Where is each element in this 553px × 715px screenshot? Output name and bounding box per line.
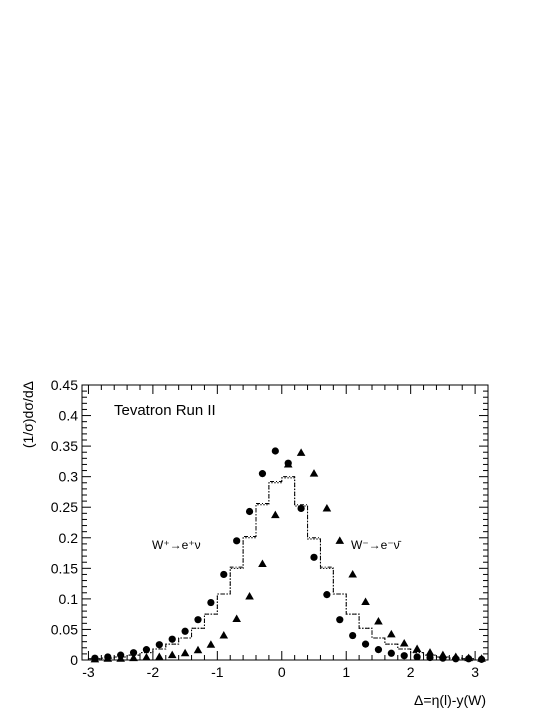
x-tick-label: 3	[471, 664, 479, 680]
data-point-triangle	[258, 559, 267, 568]
tick-labels: -3 -2 -1 0 1 2 3 0 0.05 0.1 0.15 0.2 0.25 0.3 0.35 0.4 0…	[51, 377, 479, 680]
data-point-circle	[258, 470, 267, 478]
data-point-circle	[233, 537, 241, 545]
data-point-circle	[245, 507, 254, 516]
data-point-triangle	[322, 503, 332, 512]
data-point-triangle	[399, 639, 409, 647]
data-point-circle	[181, 627, 189, 635]
data-point-triangle	[425, 648, 435, 656]
data-point-circle	[336, 616, 344, 624]
data-point-circle	[271, 447, 279, 455]
series-layer	[87, 447, 486, 663]
data-point-triangle	[361, 597, 370, 605]
data-point-triangle	[438, 650, 448, 659]
data-point-triangle	[451, 652, 461, 660]
data-point-triangle	[142, 653, 151, 661]
data-point-triangle	[271, 510, 280, 519]
data-point-circle	[129, 649, 138, 657]
histogram-dotted	[87, 477, 476, 660]
data-point-circle	[387, 649, 395, 657]
data-point-circle	[361, 640, 370, 648]
data-point-circle	[374, 646, 383, 654]
data-point-triangle	[219, 631, 229, 639]
x-axis-title: Δ=η(l)-y(W)	[414, 692, 486, 708]
y-tick-label: 0.2	[59, 530, 79, 546]
data-point-triangle	[180, 648, 190, 657]
data-point-circle	[413, 653, 421, 661]
data-point-triangle	[335, 536, 345, 544]
y-axis-title: (1/σ)dσ/dΔ	[20, 381, 36, 448]
y-tick-label: 0	[70, 652, 78, 668]
y-tick-label: 0.45	[51, 377, 78, 393]
data-point-circle	[142, 646, 151, 654]
data-point-circle	[155, 641, 163, 649]
x-tick-label: -2	[147, 664, 160, 680]
data-point-circle	[168, 635, 176, 643]
data-point-triangle	[206, 640, 216, 648]
x-tick-label: 0	[278, 664, 286, 680]
y-tick-label: 0.1	[59, 591, 79, 607]
chart-annotation-title: Tevatron Run II	[114, 402, 216, 419]
data-point-triangle	[296, 448, 306, 456]
histogram-dashdot	[87, 476, 476, 660]
data-point-triangle	[283, 459, 293, 468]
series-label-wminus: W⁻→e⁻ν̄	[351, 538, 402, 552]
data-point-triangle	[387, 629, 396, 638]
data-point-triangle	[232, 614, 241, 623]
data-point-circle	[194, 616, 202, 624]
x-tick-label: -1	[211, 664, 224, 680]
plot-frame	[81, 384, 489, 661]
data-point-circle	[349, 631, 357, 640]
x-tick-label: 1	[342, 664, 350, 680]
y-tick-label: 0.4	[59, 408, 79, 424]
x-tick-label: 2	[407, 664, 415, 680]
data-point-triangle	[412, 644, 422, 652]
data-point-triangle	[193, 645, 203, 654]
y-tick-label: 0.35	[51, 438, 78, 454]
data-point-circle	[310, 553, 318, 561]
data-point-triangle	[464, 653, 473, 662]
data-point-circle	[220, 570, 228, 579]
y-tick-label: 0.15	[51, 560, 78, 576]
data-point-triangle	[374, 617, 383, 625]
data-point-triangle	[309, 469, 319, 477]
data-point-triangle	[167, 650, 177, 659]
data-point-triangle	[155, 652, 164, 660]
data-point-triangle	[245, 591, 254, 600]
data-point-triangle	[129, 653, 138, 662]
y-tick-label: 0.05	[51, 621, 78, 637]
x-tick-label: -3	[82, 664, 95, 680]
data-point-circle	[297, 504, 305, 513]
data-point-circle	[323, 591, 331, 599]
y-tick-label: 0.3	[59, 469, 79, 485]
data-point-triangle	[90, 654, 100, 663]
data-point-circle	[207, 598, 215, 607]
y-tick-label: 0.25	[51, 499, 78, 515]
data-point-triangle	[348, 569, 357, 578]
series-label-wplus: W⁺→e⁺ν	[152, 538, 201, 552]
axis-ticks	[82, 384, 489, 661]
data-point-circle	[426, 653, 434, 662]
data-point-circle	[400, 652, 408, 660]
